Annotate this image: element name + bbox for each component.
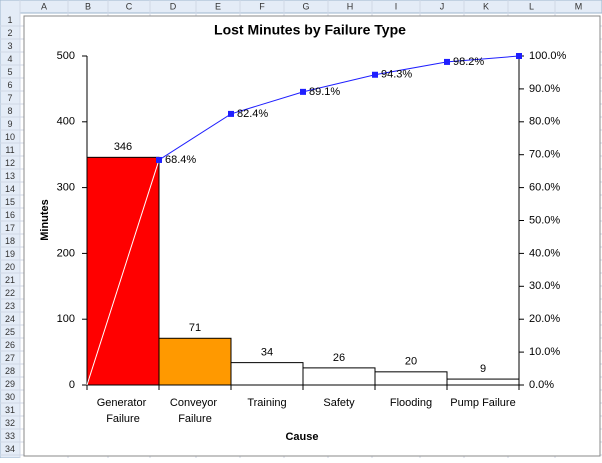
y-tick-label: 500: [57, 50, 75, 62]
bar-value-label: 34: [261, 347, 273, 359]
y2-tick-label: 70.0%: [529, 149, 560, 161]
y2-tick-label: 20.0%: [529, 313, 560, 325]
y2-tick-label: 60.0%: [529, 182, 560, 194]
cumulative-marker: [156, 156, 162, 163]
row-header: 11: [5, 145, 14, 155]
y-tick-label: 0: [69, 379, 75, 391]
column-header: B: [85, 1, 91, 11]
bar-value-label: 20: [405, 356, 417, 368]
y2-tick-label: 90.0%: [529, 83, 560, 95]
x-tick-label: Flooding: [390, 397, 432, 409]
y-axis-label: Minutes: [39, 199, 51, 241]
row-header: 27: [5, 353, 15, 363]
row-header: 7: [7, 93, 12, 103]
chart-title: Lost Minutes by Failure Type: [214, 22, 406, 38]
x-axis-label: Cause: [285, 431, 318, 443]
row-header: 30: [5, 392, 15, 402]
bar: [446, 378, 520, 386]
row-header: 20: [5, 262, 15, 272]
bar: [158, 337, 232, 386]
y-tick-label: 400: [57, 116, 75, 128]
cumulative-label: 68.4%: [165, 154, 196, 166]
row-header: 26: [5, 340, 15, 350]
row-header: 1: [7, 15, 12, 25]
y2-tick-label: 0.0%: [529, 379, 554, 391]
row-header: 15: [5, 197, 15, 207]
row-header: 23: [5, 301, 15, 311]
column-header: K: [483, 1, 489, 11]
cumulative-line: [158, 55, 520, 161]
bar-value-label: 26: [333, 352, 345, 364]
row-header: 33: [5, 431, 15, 441]
row-header: 25: [5, 327, 15, 337]
bar: [302, 367, 376, 386]
y2-tick-label: 40.0%: [529, 247, 560, 259]
bar: [230, 362, 304, 386]
row-header: 6: [7, 80, 12, 90]
column-header: A: [41, 1, 47, 11]
row-header: 12: [5, 158, 15, 168]
cumulative-label: 98.2%: [453, 56, 484, 68]
cumulative-marker: [228, 110, 234, 117]
row-header: 29: [5, 379, 15, 389]
row-header: 31: [5, 405, 15, 415]
x-tick-label: Generator Failure: [97, 397, 150, 425]
cumulative-marker: [516, 53, 522, 59]
y-tick-label: 200: [57, 247, 75, 259]
row-header: 19: [5, 249, 15, 259]
y2-tick-label: 100.0%: [529, 50, 567, 62]
y2-tick-label: 50.0%: [529, 214, 560, 226]
column-header: F: [259, 1, 265, 11]
bar: [374, 371, 448, 386]
cumulative-marker: [372, 71, 378, 78]
column-header: E: [215, 1, 221, 11]
column-header: G: [302, 1, 309, 11]
pareto-leader: [86, 159, 160, 386]
row-header: 5: [7, 67, 12, 77]
column-header: D: [170, 1, 177, 11]
row-header: 2: [7, 28, 12, 38]
bar-value-label: 71: [189, 322, 201, 334]
x-tick-label: Training: [247, 397, 286, 409]
cumulative-label: 82.4%: [237, 108, 268, 120]
y-tick-label: 100: [57, 313, 75, 325]
row-header: 8: [7, 106, 12, 116]
row-header: 3: [7, 41, 12, 51]
x-tick-label: Conveyor Failure: [170, 397, 220, 425]
x-tick-label: Pump Failure: [450, 397, 515, 409]
column-header: M: [575, 1, 583, 11]
row-header: 18: [5, 236, 15, 246]
chart: Lost Minutes by Failure Type Cause Minut…: [39, 22, 567, 443]
column-header: C: [126, 1, 133, 11]
column-header: I: [395, 1, 398, 11]
row-header: 16: [5, 210, 15, 220]
row-header: 22: [5, 288, 15, 298]
row-header: 32: [5, 418, 15, 428]
row-header: 14: [5, 184, 15, 194]
cumulative-marker: [300, 88, 306, 95]
column-header: L: [529, 1, 534, 11]
row-header: 10: [5, 132, 15, 142]
cumulative-marker: [444, 58, 450, 65]
bar-value-label: 9: [480, 363, 486, 375]
row-header: 28: [5, 366, 15, 376]
cumulative-label: 89.1%: [309, 86, 340, 98]
y-tick-label: 300: [57, 182, 75, 194]
row-header: 13: [5, 171, 15, 181]
cumulative-label: 94.3%: [381, 69, 412, 81]
row-header: 4: [7, 54, 12, 64]
row-header: 24: [5, 314, 15, 324]
row-header: 9: [7, 119, 12, 129]
y2-tick-label: 10.0%: [529, 346, 560, 358]
bar-value-label: 346: [114, 141, 132, 153]
column-header: J: [440, 1, 445, 11]
y2-tick-label: 80.0%: [529, 116, 560, 128]
row-header: 21: [5, 275, 15, 285]
x-tick-label: Safety: [323, 397, 355, 409]
y2-tick-label: 30.0%: [529, 280, 560, 292]
column-header: H: [347, 1, 354, 11]
row-header: 17: [5, 223, 15, 233]
row-header: 34: [5, 444, 15, 454]
